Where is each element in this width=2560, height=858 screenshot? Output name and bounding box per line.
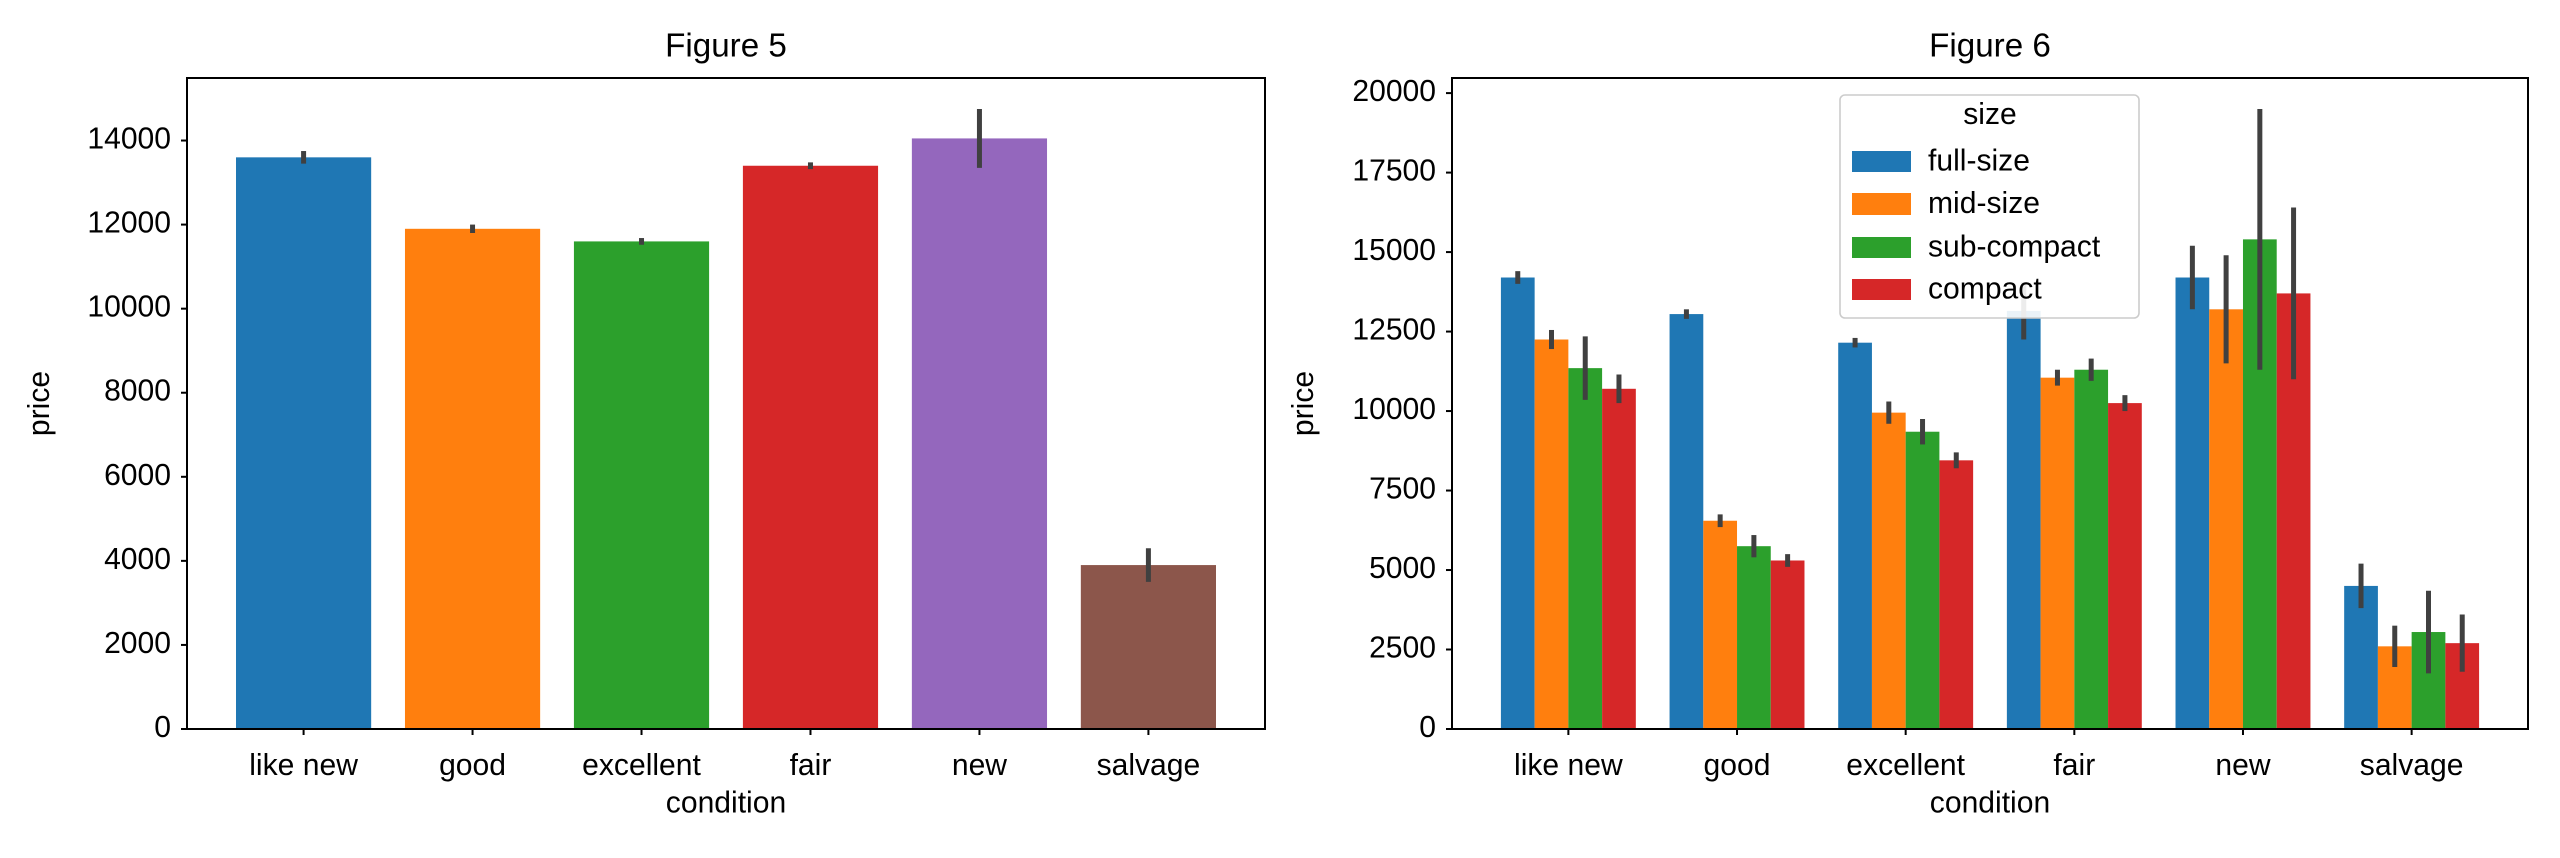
svg-text:excellent: excellent xyxy=(582,749,701,782)
svg-text:mid-size: mid-size xyxy=(1928,187,2040,220)
svg-text:salvage: salvage xyxy=(2360,749,2464,782)
svg-text:price: price xyxy=(1287,371,1320,436)
svg-text:fair: fair xyxy=(790,749,832,782)
svg-text:10000: 10000 xyxy=(87,291,171,324)
svg-text:size: size xyxy=(1963,98,2017,131)
svg-text:15000: 15000 xyxy=(1352,234,1436,267)
svg-text:4000: 4000 xyxy=(104,543,171,576)
svg-text:10000: 10000 xyxy=(1352,393,1436,426)
svg-text:2500: 2500 xyxy=(1369,631,1436,664)
svg-text:like new: like new xyxy=(1514,749,1623,782)
svg-text:6000: 6000 xyxy=(104,459,171,492)
svg-text:condition: condition xyxy=(1930,786,2050,819)
svg-text:12500: 12500 xyxy=(1352,314,1436,347)
svg-text:compact: compact xyxy=(1928,273,2042,306)
svg-text:Figure 6: Figure 6 xyxy=(1929,27,2051,64)
svg-text:new: new xyxy=(2215,749,2270,782)
svg-text:good: good xyxy=(439,749,506,782)
svg-text:0: 0 xyxy=(1419,711,1436,744)
svg-text:12000: 12000 xyxy=(87,207,171,240)
svg-text:full-size: full-size xyxy=(1928,145,2030,178)
svg-text:5000: 5000 xyxy=(1369,552,1436,585)
svg-text:excellent: excellent xyxy=(1846,749,1965,782)
svg-text:sub-compact: sub-compact xyxy=(1928,231,2101,264)
svg-text:condition: condition xyxy=(666,786,786,819)
svg-text:fair: fair xyxy=(2053,749,2095,782)
svg-text:salvage: salvage xyxy=(1097,749,1201,782)
svg-text:2000: 2000 xyxy=(104,627,171,660)
svg-text:good: good xyxy=(1704,749,1771,782)
svg-text:like new: like new xyxy=(249,749,358,782)
svg-text:new: new xyxy=(952,749,1007,782)
svg-text:20000: 20000 xyxy=(1352,75,1436,108)
svg-text:price: price xyxy=(23,371,56,436)
svg-text:17500: 17500 xyxy=(1352,155,1436,188)
svg-text:Figure 5: Figure 5 xyxy=(665,27,787,64)
svg-text:7500: 7500 xyxy=(1369,472,1436,505)
svg-text:0: 0 xyxy=(154,711,171,744)
svg-text:8000: 8000 xyxy=(104,375,171,408)
svg-text:14000: 14000 xyxy=(87,122,171,155)
